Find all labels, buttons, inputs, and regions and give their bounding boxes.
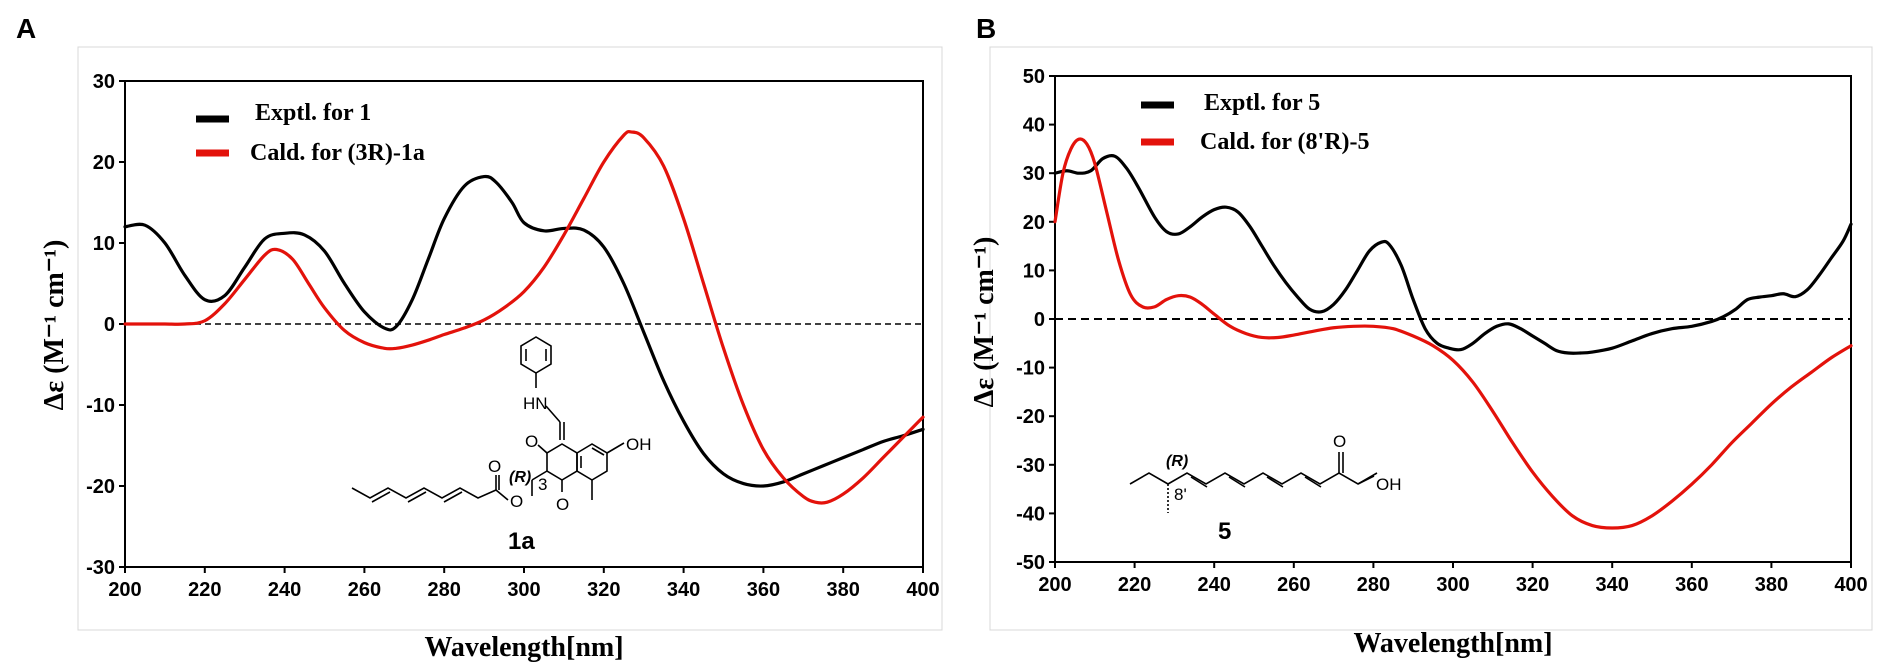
series-line-calcd (123, 129, 925, 505)
y-tick-label: 10 (1023, 260, 1045, 282)
x-tick-label: 400 (1834, 574, 1867, 596)
y-tick-label: 30 (1023, 163, 1045, 185)
atom-label-o-carbonyl: O (488, 457, 501, 476)
x-tick-label: 300 (1436, 574, 1469, 596)
panel-a: A 200 220 240 260 280 300 320 340 360 380 400 -30-… (16, 13, 943, 663)
y-tick-label: -10 (1016, 358, 1045, 380)
legend-label-cald-3r-1a: Cald. for (3R)-1a (250, 140, 425, 166)
y-tick-label: 0 (104, 314, 115, 336)
y-tick-label: 20 (1023, 212, 1045, 234)
x-tick-label: 240 (1198, 574, 1231, 596)
x-tick-label: 380 (827, 579, 860, 601)
tetraenoic-chain (1167, 472, 1378, 485)
x-tick-label: 200 (1038, 574, 1071, 596)
panel-a-x-axis: 200 220 240 260 280 300 320 340 360 380 400 (108, 567, 940, 601)
atom-label-hn: HN (523, 394, 548, 413)
x-tick-label: 220 (1118, 574, 1151, 596)
y-tick-label: -30 (1016, 455, 1045, 477)
panel-b: B 200 220 240 260 280 300 320 340 360 380 400 -50-… (969, 13, 1873, 659)
panel-b-x-title: Wavelength[nm] (1353, 628, 1552, 659)
panel-label-a: A (16, 13, 36, 44)
core-ring-left (546, 443, 578, 481)
panel-b-y-axis: -50 -40 -30 -20 -10 0 10 20 30 40 50 (1016, 66, 1055, 574)
atom-label-o-top: O (525, 432, 538, 451)
x-tick-label: 400 (906, 579, 939, 601)
atom-label-o-bottom: O (556, 495, 569, 514)
atom-label-oh-acid: OH (1376, 475, 1402, 494)
y-tick-label: -20 (1016, 406, 1045, 428)
panel-a-y-axis: -30 -20 -10 0 10 20 30 (86, 71, 125, 579)
panel-a-legend: Exptl. for 1 Cald. for (3R)-1a (196, 100, 425, 166)
x-tick-label: 280 (1357, 574, 1390, 596)
position-label-3: 3 (538, 475, 547, 494)
core-ring-right (576, 443, 608, 481)
y-tick-label: 40 (1023, 115, 1045, 137)
y-tick-label: 20 (93, 152, 115, 174)
x-tick-label: 320 (587, 579, 620, 601)
atom-label-o-ester: O (510, 492, 523, 511)
y-tick-label: 10 (93, 233, 115, 255)
y-tick-label: -30 (86, 557, 115, 579)
x-tick-label: 260 (1277, 574, 1310, 596)
series-line-exptl (123, 174, 925, 488)
octatrienyl-chain (351, 487, 497, 499)
panel-a-frame (77, 46, 943, 631)
x-tick-label: 360 (747, 579, 780, 601)
panel-label-b: B (976, 13, 996, 44)
x-tick-label: 340 (667, 579, 700, 601)
panel-b-y-title: Δε (M⁻¹ cm⁻¹) (969, 237, 1000, 408)
x-tick-label: 280 (428, 579, 461, 601)
panel-a-series (123, 129, 925, 505)
x-tick-label: 360 (1675, 574, 1708, 596)
legend-label-exptl-5: Exptl. for 5 (1204, 90, 1320, 116)
panel-b-series (1053, 137, 1853, 530)
x-tick-label: 380 (1755, 574, 1788, 596)
x-tick-label: 320 (1516, 574, 1549, 596)
panel-a-y-title: Δε (M⁻¹ cm⁻¹) (39, 240, 70, 411)
atom-label-o-acid: O (1333, 432, 1346, 451)
molecule-1a-structure: HN OH O O (R) 3 O O (351, 336, 652, 555)
y-tick-label: -40 (1016, 503, 1045, 525)
y-tick-label: -10 (86, 395, 115, 417)
panel-a-plot-area (124, 80, 924, 568)
ethyl-group (1129, 472, 1169, 485)
x-tick-label: 300 (507, 579, 540, 601)
atom-label-oh: OH (626, 435, 652, 454)
position-label-8prime: 8' (1174, 485, 1187, 504)
y-tick-label: 30 (93, 71, 115, 93)
legend-label-exptl-1: Exptl. for 1 (255, 100, 371, 126)
x-tick-label: 260 (348, 579, 381, 601)
x-tick-label: 340 (1596, 574, 1629, 596)
molecule-name-1a: 1a (508, 528, 535, 555)
panel-b-legend: Exptl. for 5 Cald. for (8'R)-5 (1141, 90, 1370, 155)
panel-b-x-axis: 200 220 240 260 280 300 320 340 360 380 400 (1038, 562, 1868, 596)
molecule-5-structure: O OH (R) 8' 5 (1129, 432, 1402, 545)
x-tick-label: 240 (268, 579, 301, 601)
y-tick-label: 50 (1023, 66, 1045, 88)
stereo-label-r: (R) (509, 469, 531, 486)
stereo-label-r-5: (R) (1166, 453, 1188, 470)
series-line-exptl (1053, 153, 1853, 355)
y-tick-label: -20 (86, 476, 115, 498)
panel-b-frame (989, 46, 1873, 631)
x-tick-label: 200 (108, 579, 141, 601)
y-tick-label: 0 (1034, 309, 1045, 331)
x-tick-label: 220 (188, 579, 221, 601)
molecule-name-5: 5 (1218, 518, 1231, 545)
y-tick-label: -50 (1016, 552, 1045, 574)
series-line-calcd (1053, 137, 1853, 530)
panel-a-x-title: Wavelength[nm] (424, 632, 623, 663)
legend-label-cald-8r-5: Cald. for (8'R)-5 (1200, 129, 1370, 155)
